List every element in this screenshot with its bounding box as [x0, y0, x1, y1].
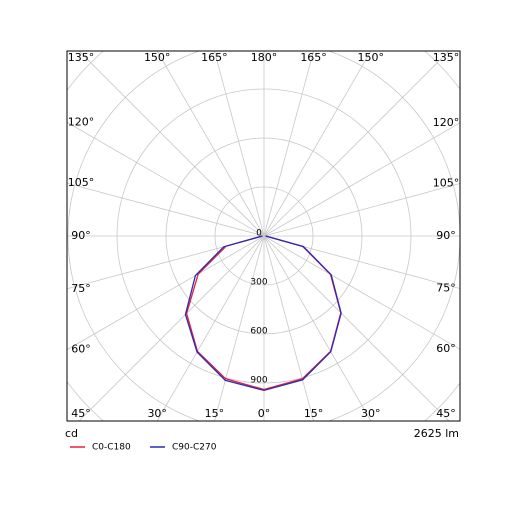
r-tick-label: 300: [250, 278, 267, 288]
angle-label: 90°: [436, 229, 456, 242]
legend-label: C90-C270: [172, 443, 217, 453]
angle-label: 15°: [205, 407, 225, 420]
angle-label: 105°: [433, 176, 460, 189]
angle-label: 0°: [258, 407, 271, 420]
grid-spoke: [214, 51, 265, 237]
angle-label: 45°: [436, 407, 456, 420]
legend: C0-C180 C90-C270: [70, 443, 217, 453]
grid-spoke: [263, 235, 372, 421]
grid-spoke: [263, 235, 460, 350]
angle-label: 150°: [144, 51, 171, 64]
flux-label: 2625 lm: [414, 427, 459, 440]
angle-label: 120°: [68, 115, 95, 128]
angle-label: 60°: [436, 342, 456, 355]
grid-spoke: [263, 51, 314, 237]
intensity-curve: [184, 235, 342, 392]
grid-spoke: [263, 51, 450, 237]
r-tick-label: 600: [250, 327, 267, 337]
angle-label: 120°: [433, 116, 460, 129]
r-tick-label: 0: [256, 229, 262, 239]
grid-spoke: [78, 235, 265, 421]
angle-label: 75°: [71, 282, 91, 295]
plot-frame: [66, 50, 461, 422]
grid-spoke: [67, 182, 265, 237]
grid-spoke: [67, 235, 265, 351]
grid-spoke: [263, 51, 372, 237]
grid-spoke: [67, 121, 265, 237]
grid-spoke: [263, 235, 314, 421]
grid-spoke: [263, 122, 460, 237]
angle-label: 30°: [147, 407, 167, 420]
grid-spoke: [156, 51, 265, 237]
angle-label: 105°: [68, 176, 95, 189]
angle-label: 45°: [71, 407, 91, 420]
grid-spoke: [78, 51, 265, 237]
angle-label: 30°: [361, 407, 381, 420]
r-tick-label: 900: [250, 376, 267, 386]
angle-label: 15°: [304, 407, 324, 420]
angle-label: 165°: [300, 51, 327, 64]
grid-spoke: [156, 235, 265, 421]
angle-label: 135°: [433, 51, 460, 64]
angle-label: 150°: [358, 51, 385, 64]
grid-spoke: [263, 183, 460, 237]
angle-label: 135°: [68, 51, 95, 64]
angle-label: 180°: [251, 51, 278, 64]
labels: 0° 15° 30° 45° 60° 75° 90° 105° 120° 135° 150° 165°…: [68, 51, 460, 420]
legend-label: C0-C180: [92, 443, 131, 453]
angle-label: 75°: [436, 282, 456, 295]
curves: [184, 235, 342, 392]
angle-label: 90°: [71, 229, 91, 242]
unit-label: cd: [65, 427, 78, 440]
angle-label: 165°: [201, 51, 228, 64]
grid-spoke: [263, 235, 450, 421]
angle-label: 60°: [71, 343, 91, 356]
grid-spoke: [214, 235, 265, 421]
